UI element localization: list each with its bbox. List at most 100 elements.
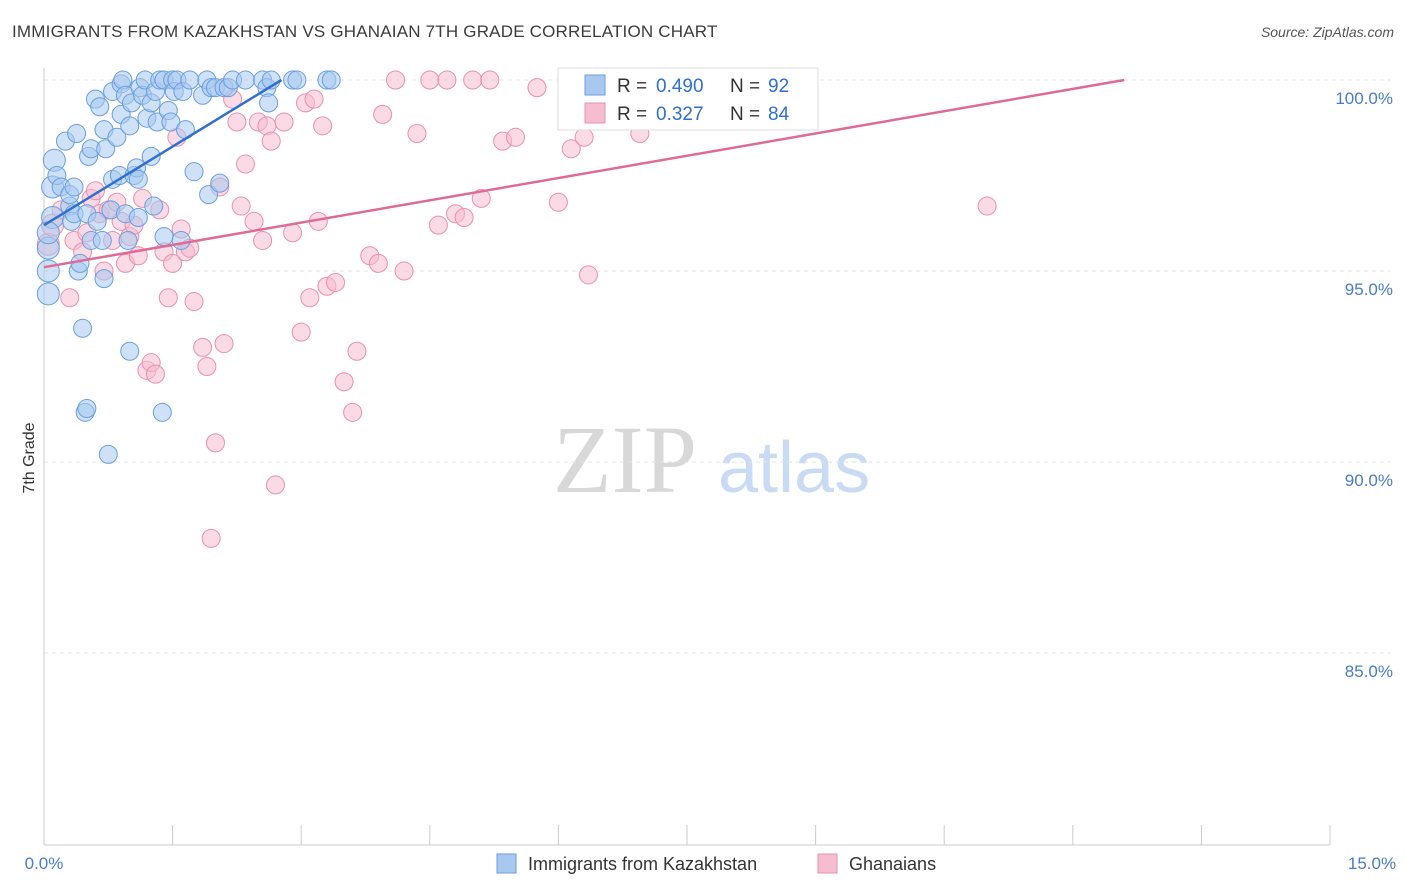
legend-n-label-2: N = (730, 104, 760, 125)
ghanaians-point (227, 112, 247, 132)
kazakhstan-point (94, 269, 114, 289)
kazakhstan-point (64, 177, 84, 197)
chart-title: IMMIGRANTS FROM KAZAKHSTAN VS GHANAIAN 7… (12, 22, 718, 41)
legend-r-value-1: 0.490 (656, 76, 704, 97)
kazakhstan-point (96, 139, 116, 159)
series-legend-swatch-pink (817, 853, 838, 874)
legend-n-label-1: N = (730, 76, 760, 97)
legend-swatch-blue (584, 74, 606, 96)
ghanaians-point (244, 211, 264, 231)
legend-swatch-pink (584, 102, 606, 124)
ghanaians-point (283, 223, 303, 243)
source-label: Source: ZipAtlas.com (1260, 24, 1394, 40)
kazakhstan-point (67, 123, 87, 143)
ghanaians-point (506, 127, 526, 147)
kazakhstan-point (152, 402, 172, 422)
ghanaians-point (977, 196, 997, 216)
legend-r-value-2: 0.327 (656, 104, 704, 125)
kazakhstan-point (128, 169, 148, 189)
ghanaians-point (325, 272, 345, 292)
ghanaians-point (334, 372, 354, 392)
ghanaians-point (158, 288, 178, 308)
kazakhstan-point (184, 162, 204, 182)
ghanaians-point (201, 528, 221, 548)
ghanaians-trend-line (43, 78, 1125, 269)
ghanaians-point (304, 89, 324, 109)
ghanaians-point (347, 341, 367, 361)
ghanaians-point (235, 154, 255, 174)
legend-r-label-1: R = (617, 76, 647, 97)
series-legend-label-kazakhstan: Immigrants from Kazakhstan (528, 854, 757, 874)
kazakhstan-points (36, 70, 341, 464)
ghanaians-point (437, 70, 457, 90)
legend-n-value-1: 92 (768, 76, 789, 97)
kazakhstan-point (70, 253, 90, 273)
ghanaians-point (145, 364, 165, 384)
kazakhstan-point (171, 230, 191, 250)
ghanaians-point (480, 70, 500, 90)
kazakhstan-point (36, 282, 60, 306)
kazakhstan-point (98, 444, 118, 464)
kazakhstan-point (235, 70, 255, 90)
kazakhstan-point (141, 146, 161, 166)
ghanaians-point (300, 288, 320, 308)
ghanaians-point (574, 127, 594, 147)
kazakhstan-trend-line (43, 78, 283, 227)
series-legend: Immigrants from Kazakhstan Ghanaians (496, 853, 936, 874)
y-axis-label: 7th Grade (21, 422, 38, 493)
ghanaians-point (231, 196, 251, 216)
legend-n-value-2: 84 (768, 104, 790, 125)
x-ticks (43, 825, 1331, 845)
watermark-atlas: atlas (718, 428, 870, 508)
ghanaians-point (368, 253, 388, 273)
kazakhstan-point (92, 230, 112, 250)
y-tick-label: 90.0% (1345, 471, 1393, 490)
kazakhstan-point (118, 230, 138, 250)
y-tick-label: 95.0% (1345, 280, 1393, 299)
y-tick-labels: 100.0% 95.0% 90.0% 85.0% (1335, 89, 1393, 681)
kazakhstan-point (199, 185, 219, 205)
ghanaians-point (274, 112, 294, 132)
ghanaians-point (265, 475, 285, 495)
ghanaians-point (193, 337, 213, 357)
ghanaians-point (205, 433, 225, 453)
series-legend-swatch-blue (496, 853, 517, 874)
kazakhstan-point (180, 70, 200, 90)
kazakhstan-point (36, 221, 60, 245)
kazakhstan-point (210, 173, 230, 193)
ghanaians-point (578, 265, 598, 285)
kazakhstan-point (259, 93, 279, 113)
y-tick-label: 85.0% (1345, 662, 1393, 681)
ghanaians-point (253, 230, 273, 250)
ghanaians-point (184, 292, 204, 312)
ghanaians-point (261, 131, 281, 151)
x-tick-label-max: 15.0% (1348, 854, 1396, 873)
kazakhstan-point (73, 318, 93, 338)
kazakhstan-point (321, 70, 341, 90)
ghanaians-point (343, 402, 363, 422)
trend-lines (43, 78, 1125, 269)
kazakhstan-point (36, 259, 60, 283)
kazakhstan-point (87, 211, 107, 231)
ghanaians-point (197, 357, 217, 376)
kazakhstan-point (144, 196, 164, 216)
kazakhstan-point (120, 116, 140, 136)
series-legend-label-ghanaians: Ghanaians (849, 854, 936, 874)
kazakhstan-point (287, 70, 307, 90)
ghanaians-point (313, 116, 333, 136)
ghanaians-point (291, 322, 311, 342)
ghanaians-point (394, 261, 414, 281)
ghanaians-point (214, 334, 234, 354)
x-tick-label-min: 0.0% (25, 854, 64, 873)
ghanaians-point (454, 208, 474, 228)
watermark-zip: ZIP (553, 406, 697, 513)
ghanaians-point (373, 104, 393, 124)
ghanaians-point (561, 139, 581, 159)
kazakhstan-point (77, 399, 97, 419)
kazakhstan-point (120, 341, 140, 361)
ghanaians-point (386, 70, 406, 90)
kazakhstan-point (107, 127, 127, 147)
ghanaians-point (471, 188, 491, 208)
stats-legend: R = 0.490 N = 92 R = 0.327 N = 84 (557, 67, 819, 131)
